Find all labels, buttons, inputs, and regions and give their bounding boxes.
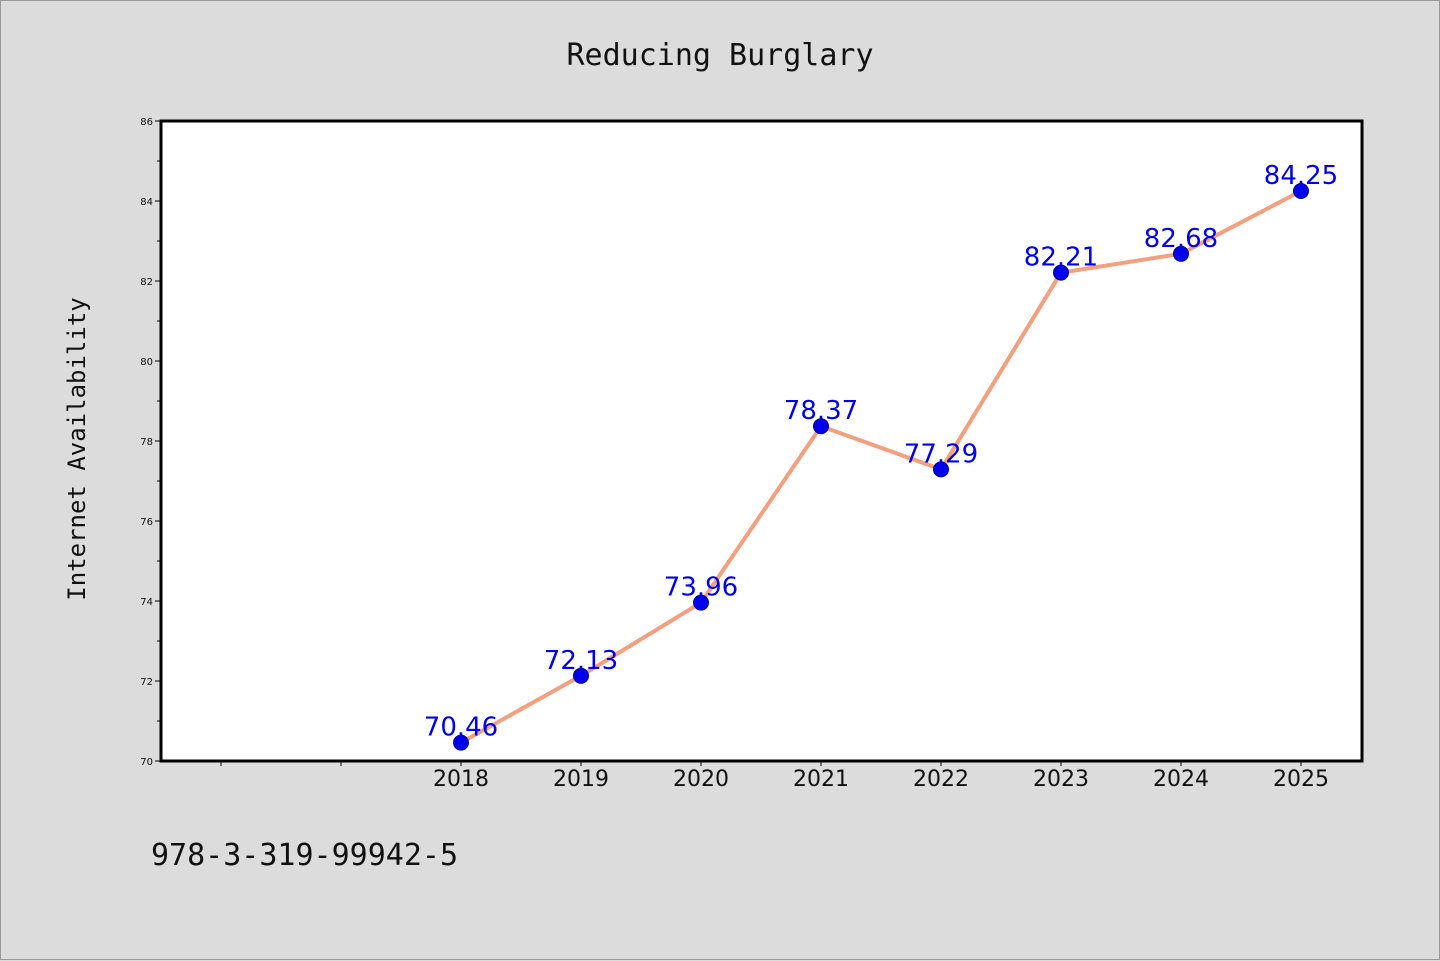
series-line (460, 189, 1302, 745)
y-tick-label: 70 (140, 757, 153, 768)
x-tick-label: 2025 (1273, 767, 1329, 792)
data-labels: 70.46 72.13 73.96 78.37 77.29 82.21 82.68 84.25 (424, 161, 1338, 743)
data-point (453, 734, 469, 751)
y-tick-label: 76 (140, 517, 153, 528)
data-point (573, 667, 589, 684)
isbn-text: 978-3-319-99942-5 (151, 838, 458, 873)
y-tick-label: 80 (140, 357, 153, 368)
x-tick-label: 2019 (553, 767, 609, 792)
x-tick-label: 2020 (673, 767, 729, 792)
y-tick-label: 78 (140, 437, 153, 448)
data-label: 84.25 (1264, 161, 1338, 191)
x-tick-label: 2022 (913, 767, 969, 792)
plot-area (159, 119, 1364, 763)
y-tick-label: 82 (140, 277, 153, 288)
data-point (1173, 245, 1189, 262)
data-label: 73.96 (664, 573, 738, 603)
data-point (813, 418, 829, 435)
data-label: 82.21 (1024, 243, 1098, 273)
data-point (1293, 183, 1309, 199)
data-label: 78.37 (784, 396, 858, 426)
data-label: 70.46 (424, 713, 498, 743)
x-tick-label: 2021 (793, 767, 849, 792)
y-tick-label: 84 (140, 197, 153, 208)
x-tick-label: 2024 (1153, 767, 1209, 792)
y-axis-label: Internet Availability (63, 297, 91, 600)
y-axis-ticks: 70 72 74 76 78 80 82 84 86 (140, 117, 161, 768)
x-tick-label: 2018 (433, 767, 489, 792)
chart-title: Reducing Burglary (566, 38, 873, 73)
y-tick-label: 74 (140, 597, 153, 608)
data-label: 77.29 (904, 439, 978, 469)
data-point (693, 594, 709, 611)
data-point (1053, 264, 1069, 281)
x-axis-ticks: 2018 2019 2020 2021 2022 2023 2024 2025 (220, 761, 1329, 792)
y-tick-label: 86 (140, 117, 153, 128)
data-label: 82.68 (1144, 224, 1218, 254)
x-tick-label: 2023 (1033, 767, 1089, 792)
y-tick-label: 72 (140, 677, 153, 688)
data-label: 72.13 (544, 646, 618, 676)
data-series (453, 183, 1309, 751)
data-point (933, 461, 949, 478)
